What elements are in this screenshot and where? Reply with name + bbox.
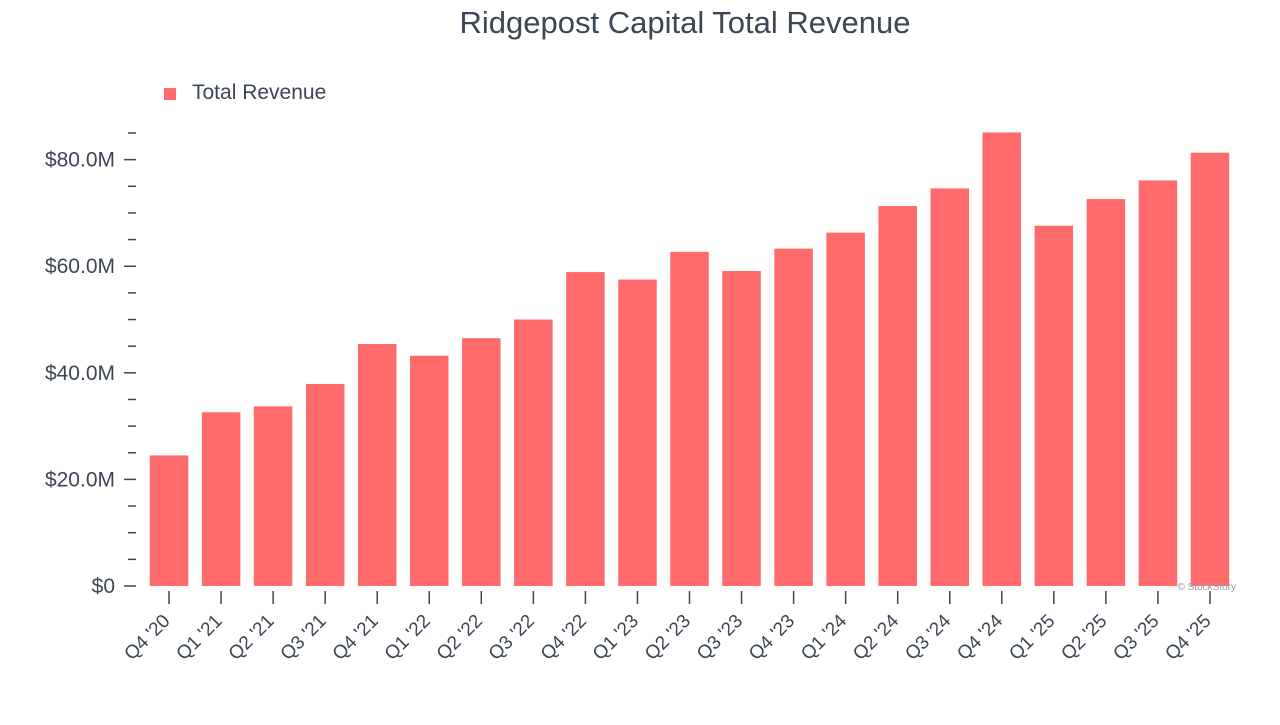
x-tick-label: Q3 '23 [693,611,747,665]
y-tick-label: $20.0M [45,468,115,491]
x-tick-label: Q2 '25 [1057,611,1111,665]
x-tick-label: Q3 '22 [485,611,539,665]
chart-title: Ridgepost Capital Total Revenue [460,5,911,40]
bar [618,279,657,586]
y-tick-label: $60.0M [45,255,115,278]
x-tick-label: Q4 '20 [121,611,175,665]
x-tick-label: Q1 '24 [797,610,851,664]
bar [774,248,813,586]
x-tick-label: Q1 '21 [173,611,227,665]
bar [566,272,605,586]
bar [253,406,293,586]
x-tick-label: Q2 '24 [849,610,903,664]
x-tick-label: Q2 '23 [641,611,695,665]
bar [1086,199,1126,586]
bar [878,206,917,586]
x-tick-label: Q3 '21 [277,611,331,665]
x-tick-label: Q1 '25 [1005,611,1059,665]
x-tick-label: Q4 '25 [1161,611,1215,665]
x-tick-label: Q4 '23 [745,611,799,665]
legend-swatch [164,88,176,100]
bar [462,338,501,586]
bar [722,271,761,586]
bars [149,132,1230,587]
x-tick-label: Q4 '21 [329,611,383,665]
y-tick-label: $80.0M [45,149,115,172]
legend: Total Revenue [164,81,326,104]
bar [826,232,865,586]
bar [1034,225,1074,587]
bar [930,188,969,586]
watermark: © StockStory [1178,582,1237,593]
x-tick-label: Q2 '21 [225,611,279,665]
bar [305,384,345,586]
bar [357,344,397,586]
x-tick-label: Q4 '24 [953,610,1007,664]
x-tick-label: Q1 '23 [589,611,643,665]
legend-label: Total Revenue [192,81,326,104]
bar [982,132,1022,587]
x-tick-label: Q2 '22 [433,611,487,665]
x-tick-label: Q4 '22 [537,611,591,665]
bar [201,412,241,586]
bar [1138,180,1178,586]
y-axis: $0 $20.0M $40.0M $60.0M $80.0M [45,132,136,598]
bar [1190,152,1230,587]
y-tick-label: $0 [92,575,115,598]
bar [670,251,709,586]
bar [410,355,449,586]
bar [514,319,553,586]
bar [149,455,189,586]
x-tick-label: Q3 '24 [901,610,955,664]
y-tick-label: $40.0M [45,362,115,385]
x-tick-label: Q3 '25 [1109,611,1163,665]
x-tick-label: Q1 '22 [381,611,435,665]
